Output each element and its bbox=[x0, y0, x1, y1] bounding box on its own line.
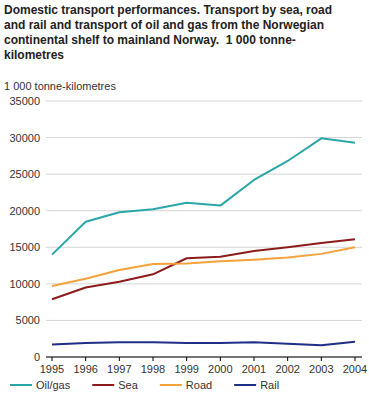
x-tick bbox=[186, 357, 187, 361]
x-tick bbox=[119, 357, 120, 361]
x-tick-label: 2000 bbox=[208, 363, 232, 375]
grid-line bbox=[46, 247, 362, 248]
x-tick-label: 1999 bbox=[174, 363, 198, 375]
x-tick bbox=[153, 357, 154, 361]
x-tick-label: 2001 bbox=[242, 363, 266, 375]
x-tick-label: 1998 bbox=[141, 363, 165, 375]
x-tick-label: 2004 bbox=[343, 363, 367, 375]
x-tick-label: 2003 bbox=[309, 363, 333, 375]
plot-area bbox=[52, 138, 355, 345]
y-label: 1 000 tonne-kilometres bbox=[4, 80, 116, 92]
x-tick-label: 1996 bbox=[73, 363, 97, 375]
grid-line bbox=[46, 283, 362, 284]
grid-line bbox=[46, 320, 362, 321]
x-tick bbox=[254, 357, 255, 361]
legend-swatch bbox=[10, 384, 32, 386]
legend-label: Rail bbox=[260, 379, 279, 391]
x-tick-label: 2002 bbox=[275, 363, 299, 375]
x-tick bbox=[287, 357, 288, 361]
grid-line bbox=[46, 357, 362, 358]
y-tick-label: 10000 bbox=[9, 278, 40, 290]
x-tick bbox=[52, 357, 53, 361]
x-tick bbox=[220, 357, 221, 361]
x-axis bbox=[46, 357, 362, 358]
legend-swatch bbox=[160, 384, 182, 386]
legend-swatch bbox=[92, 384, 114, 386]
grid-line bbox=[46, 101, 362, 102]
y-tick-label: 25000 bbox=[9, 168, 40, 180]
series-line bbox=[52, 239, 355, 299]
y-tick-label: 5000 bbox=[16, 314, 40, 326]
y-tick-label: 20000 bbox=[9, 205, 40, 217]
grid-line bbox=[46, 174, 362, 175]
y-tick-label: 0 bbox=[34, 351, 40, 363]
legend-label: Road bbox=[186, 379, 212, 391]
grid-line bbox=[46, 137, 362, 138]
x-tick bbox=[355, 357, 356, 361]
x-tick-label: 1995 bbox=[40, 363, 64, 375]
series-line bbox=[52, 138, 355, 254]
legend-label: Sea bbox=[118, 379, 138, 391]
x-tick-label: 1997 bbox=[107, 363, 131, 375]
y-tick-label: 15000 bbox=[9, 241, 40, 253]
y-tick-label: 35000 bbox=[9, 95, 40, 107]
legend-swatch bbox=[234, 384, 256, 386]
legend-label: Oil/gas bbox=[36, 379, 71, 391]
title: Domestic transport performances. Transpo… bbox=[4, 3, 344, 63]
y-tick-label: 30000 bbox=[9, 132, 40, 144]
series-line bbox=[52, 342, 355, 346]
series-line bbox=[52, 247, 355, 286]
x-tick bbox=[321, 357, 322, 361]
x-tick bbox=[85, 357, 86, 361]
grid-line bbox=[46, 210, 362, 211]
